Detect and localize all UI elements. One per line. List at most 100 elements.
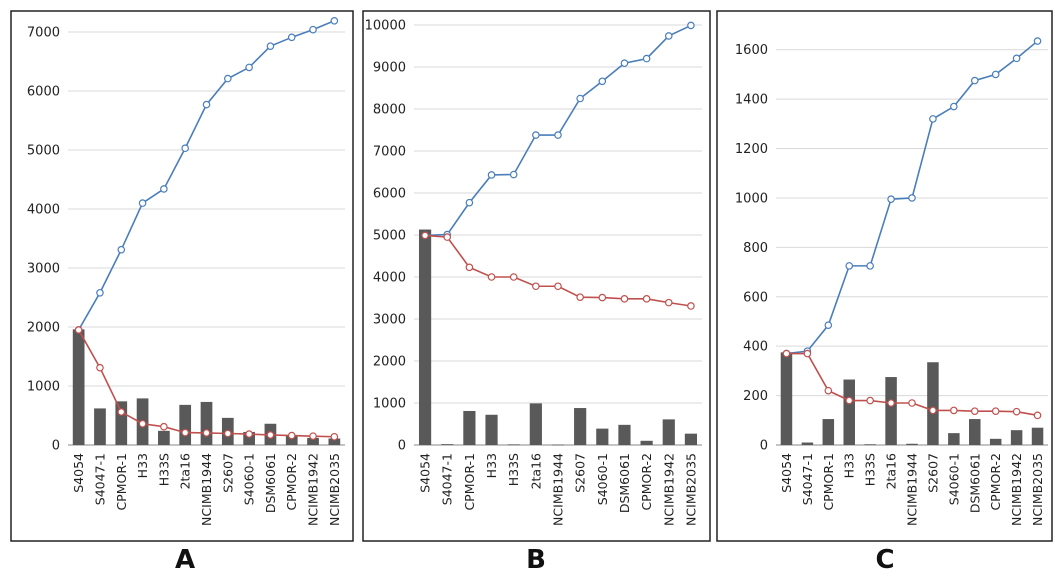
- blue-series-point: [887, 195, 895, 203]
- blue-series-point: [576, 94, 584, 103]
- y-tick-label: 0: [760, 439, 768, 454]
- x-category-label: S2607: [220, 453, 235, 493]
- x-category-label: NCIMB1944: [199, 453, 214, 526]
- bar: [115, 401, 128, 445]
- y-tick-label: 4000: [373, 271, 406, 286]
- x-category-label: S4047-1: [92, 453, 107, 505]
- chart-panel-c: 0 200 400 600 800 1000 1200 1400 1600 S4054 S4047-…: [716, 10, 1053, 542]
- y-tick-label: 1000: [27, 380, 60, 395]
- blue-series-point: [509, 170, 518, 179]
- red-series-point: [887, 399, 895, 407]
- red-series-point: [576, 293, 584, 301]
- red-series-point: [266, 431, 275, 439]
- x-category-label: S4047-1: [440, 453, 455, 505]
- red-series-point: [782, 349, 791, 358]
- blue-series-point: [532, 131, 540, 139]
- red-series-point: [803, 349, 812, 358]
- red-series-point: [224, 429, 232, 438]
- bar: [989, 438, 1002, 445]
- x-category-label: S4047-1: [800, 453, 815, 505]
- blue-series-line: [77, 20, 335, 331]
- bar: [1010, 430, 1023, 445]
- x-category-label: S2607: [573, 453, 588, 493]
- blue-series-point: [970, 76, 979, 85]
- bar: [864, 444, 876, 446]
- y-tick-label: 1600: [735, 43, 768, 58]
- y-tick-label: 7000: [373, 145, 406, 160]
- red-series-point: [970, 407, 979, 415]
- x-category-label: NCIMB1942: [306, 453, 321, 526]
- blue-series-point: [598, 77, 607, 86]
- red-series-point: [1033, 411, 1042, 420]
- y-tick-label: 1000: [735, 191, 768, 206]
- red-series-point: [929, 406, 937, 415]
- bar: [969, 419, 981, 445]
- x-category-label: NCIMB2035: [327, 453, 342, 526]
- blue-series-point: [117, 245, 126, 254]
- blue-series-point: [309, 25, 317, 34]
- y-tick-label: 4000: [27, 203, 60, 218]
- red-series-point: [908, 399, 916, 407]
- y-tick-label: 10000: [365, 19, 406, 34]
- bar: [158, 430, 170, 445]
- bar: [640, 440, 653, 445]
- blue-series-point: [266, 42, 275, 50]
- y-tick-label: 800: [743, 241, 768, 256]
- red-series-point: [96, 363, 104, 372]
- x-category-label: NCIMB1944: [905, 453, 920, 526]
- x-category-label: H33S: [863, 453, 878, 486]
- x-category-label: CPMOR-2: [284, 453, 299, 511]
- blue-series-point: [181, 144, 189, 153]
- x-category-label: S4060-1: [595, 453, 610, 505]
- blue-series-point: [991, 70, 1000, 79]
- blue-series-point: [620, 59, 629, 68]
- red-series-point: [509, 273, 518, 281]
- bar: [551, 444, 565, 446]
- bar: [328, 438, 341, 445]
- red-series-point: [598, 293, 607, 302]
- red-series-point: [620, 295, 629, 303]
- x-category-label: NCIMB1944: [551, 453, 566, 526]
- red-series-point: [554, 282, 562, 291]
- red-series-point: [74, 326, 83, 334]
- bar: [843, 379, 855, 445]
- red-series-point: [330, 432, 339, 441]
- bar: [927, 362, 939, 445]
- bar: [285, 435, 298, 445]
- x-category-label: 2ta16: [178, 453, 193, 489]
- bar: [684, 433, 698, 445]
- y-tick-label: 1400: [735, 93, 768, 108]
- y-tick-label: 0: [398, 439, 406, 454]
- bar: [507, 444, 520, 446]
- red-series-point: [532, 282, 540, 291]
- bar: [780, 352, 793, 445]
- bar: [179, 404, 192, 445]
- bar: [948, 433, 960, 445]
- blue-series-point: [554, 131, 562, 139]
- bar: [822, 419, 835, 445]
- blue-series-point: [950, 102, 958, 111]
- x-category-label: S4060-1: [242, 453, 257, 505]
- red-series-point: [138, 419, 147, 428]
- x-category-label: H33: [842, 453, 857, 478]
- x-category-label: NCIMB1942: [661, 453, 676, 526]
- panel-label-a: A: [174, 545, 196, 575]
- x-category-label: H33S: [156, 453, 171, 486]
- chart-panel-b: 0 1000 2000 3000 4000 5000 6000 7000 8000 9000 100…: [362, 10, 711, 542]
- red-series-point: [287, 431, 296, 440]
- red-series-point: [687, 302, 695, 310]
- bar: [906, 443, 918, 445]
- x-category-label: CPMOR-1: [462, 453, 477, 511]
- red-series-point: [991, 407, 1000, 415]
- red-series-point: [866, 396, 874, 405]
- blue-series-point: [487, 171, 496, 179]
- bar: [441, 444, 454, 445]
- x-category-label: DSM6061: [263, 453, 278, 513]
- panel-c-frame: [716, 10, 1053, 542]
- x-category-label: DSM6061: [967, 453, 982, 513]
- x-category-label: CPMOR-2: [988, 453, 1003, 511]
- x-category-label: 2ta16: [528, 453, 543, 489]
- blue-series-point: [287, 33, 296, 42]
- y-tick-label: 8000: [373, 103, 406, 118]
- bar: [72, 329, 85, 445]
